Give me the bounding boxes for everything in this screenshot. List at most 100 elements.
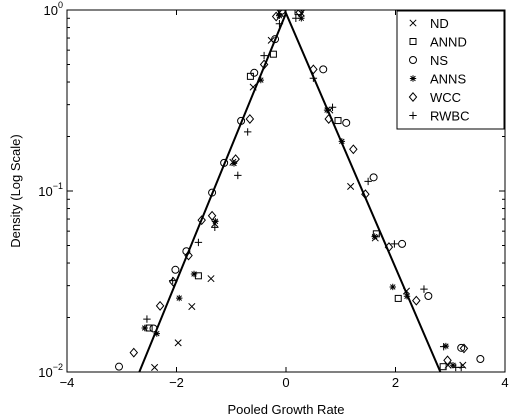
data-point-wcc bbox=[259, 59, 269, 70]
data-point-wcc bbox=[271, 11, 281, 22]
data-point-rwbc bbox=[364, 177, 372, 186]
series-rwbc bbox=[143, 14, 465, 372]
data-point-anns bbox=[212, 218, 219, 225]
data-point-nd bbox=[402, 287, 411, 295]
data-point-rwbc bbox=[234, 171, 242, 180]
data-point-rwbc bbox=[168, 276, 177, 285]
data-point-wcc bbox=[412, 295, 421, 306]
data-point-rwbc bbox=[292, 14, 300, 22]
legend-label-annd: ANND bbox=[430, 35, 467, 50]
data-point-nd bbox=[207, 275, 215, 283]
data-point-nd bbox=[174, 339, 182, 347]
data-point-ns bbox=[424, 291, 433, 300]
data-point-anns bbox=[230, 160, 238, 167]
y-tick-label: 10−2 bbox=[38, 362, 63, 380]
tick-labels: −4 −2 0 2 4 10−2 10−1 100 bbox=[38, 0, 508, 390]
data-point-anns bbox=[257, 76, 265, 84]
data-point-ns bbox=[182, 247, 191, 256]
data-point-wcc bbox=[361, 189, 370, 200]
data-point-anns bbox=[176, 294, 183, 302]
data-point-rwbc bbox=[439, 342, 448, 351]
data-point-rwbc bbox=[390, 240, 399, 248]
legend-label-ns: NS bbox=[430, 53, 448, 68]
legend-label-anns: ANNS bbox=[430, 72, 466, 87]
data-point-ns bbox=[457, 343, 466, 352]
data-point-annd bbox=[394, 294, 402, 302]
data-point-wcc bbox=[349, 144, 358, 155]
legend-label-rwbc: RWBC bbox=[430, 109, 469, 124]
data-point-ns bbox=[208, 188, 217, 197]
data-point-ns bbox=[220, 158, 229, 167]
data-point-rwbc bbox=[211, 223, 219, 232]
data-point-anns bbox=[141, 324, 148, 332]
x-tick-label: −2 bbox=[169, 375, 184, 390]
data-point-wcc bbox=[129, 347, 139, 358]
y-tick-label: 10−1 bbox=[38, 181, 63, 199]
data-point-rwbc bbox=[309, 74, 318, 82]
data-point-ns bbox=[319, 65, 328, 74]
data-point-wcc bbox=[324, 114, 333, 124]
data-point-anns bbox=[442, 342, 450, 350]
data-point-annd bbox=[334, 117, 342, 125]
data-point-wcc bbox=[197, 215, 206, 226]
data-point-ns bbox=[171, 265, 180, 274]
series-ns bbox=[115, 10, 485, 371]
data-point-annd bbox=[269, 50, 277, 58]
data-point-wcc bbox=[384, 242, 394, 253]
data-points-layer bbox=[115, 10, 485, 372]
data-point-rwbc bbox=[194, 238, 203, 247]
data-point-nd bbox=[249, 83, 257, 91]
x-tick-label: −4 bbox=[60, 375, 75, 390]
y-tick-label: 100 bbox=[44, 0, 63, 18]
legend-box bbox=[396, 10, 505, 130]
legend-marker-rwbc bbox=[409, 111, 417, 120]
data-point-anns bbox=[323, 106, 331, 114]
data-point-wcc bbox=[295, 10, 304, 18]
data-point-rwbc bbox=[143, 315, 151, 323]
legend-marker-annd bbox=[409, 38, 417, 45]
data-point-rwbc bbox=[457, 363, 465, 372]
data-point-ns bbox=[250, 68, 259, 77]
data-point-annd bbox=[439, 363, 447, 371]
data-point-wcc bbox=[459, 343, 469, 354]
data-point-ns bbox=[398, 239, 407, 248]
data-point-anns bbox=[403, 293, 411, 300]
data-point-anns bbox=[371, 233, 378, 240]
data-point-anns bbox=[190, 270, 198, 278]
data-point-wcc bbox=[207, 210, 217, 221]
data-point-rwbc bbox=[260, 51, 268, 60]
data-point-rwbc bbox=[328, 103, 337, 112]
data-point-anns bbox=[389, 283, 396, 291]
data-point-rwbc bbox=[243, 128, 252, 136]
data-point-ns bbox=[369, 173, 378, 182]
x-axis-label: Pooled Growth Rate bbox=[227, 402, 344, 417]
legend-label-wcc: WCC bbox=[430, 90, 461, 105]
y-axis-label: Density (Log Scale) bbox=[8, 134, 23, 247]
data-point-wcc bbox=[443, 355, 452, 366]
x-tick-label: 4 bbox=[501, 375, 508, 390]
data-point-ns bbox=[277, 10, 286, 15]
legend-label-nd: ND bbox=[430, 16, 449, 31]
legend-marker-anns bbox=[409, 75, 417, 82]
data-point-wcc bbox=[231, 154, 240, 165]
data-point-anns bbox=[298, 15, 305, 22]
data-point-ns bbox=[476, 354, 485, 363]
data-point-ns bbox=[271, 35, 280, 44]
data-point-wcc bbox=[184, 250, 193, 261]
data-point-wcc bbox=[155, 300, 165, 311]
legend-marker-nd bbox=[409, 19, 417, 27]
data-point-anns bbox=[153, 330, 160, 337]
legend-marker-ns bbox=[409, 56, 417, 64]
x-tick-label: 0 bbox=[282, 375, 289, 390]
data-point-rwbc bbox=[420, 285, 428, 293]
data-point-ns bbox=[115, 362, 124, 371]
legend: ND ANND NS ANNS WCC RWBC bbox=[396, 10, 505, 130]
data-point-nd bbox=[347, 182, 355, 190]
data-point-ns bbox=[342, 118, 351, 127]
data-point-anns bbox=[449, 362, 457, 369]
legend-marker-wcc bbox=[408, 92, 418, 102]
data-point-wcc bbox=[309, 64, 318, 75]
data-point-ns bbox=[237, 116, 246, 125]
data-point-nd bbox=[188, 302, 196, 311]
data-point-wcc bbox=[245, 114, 255, 124]
